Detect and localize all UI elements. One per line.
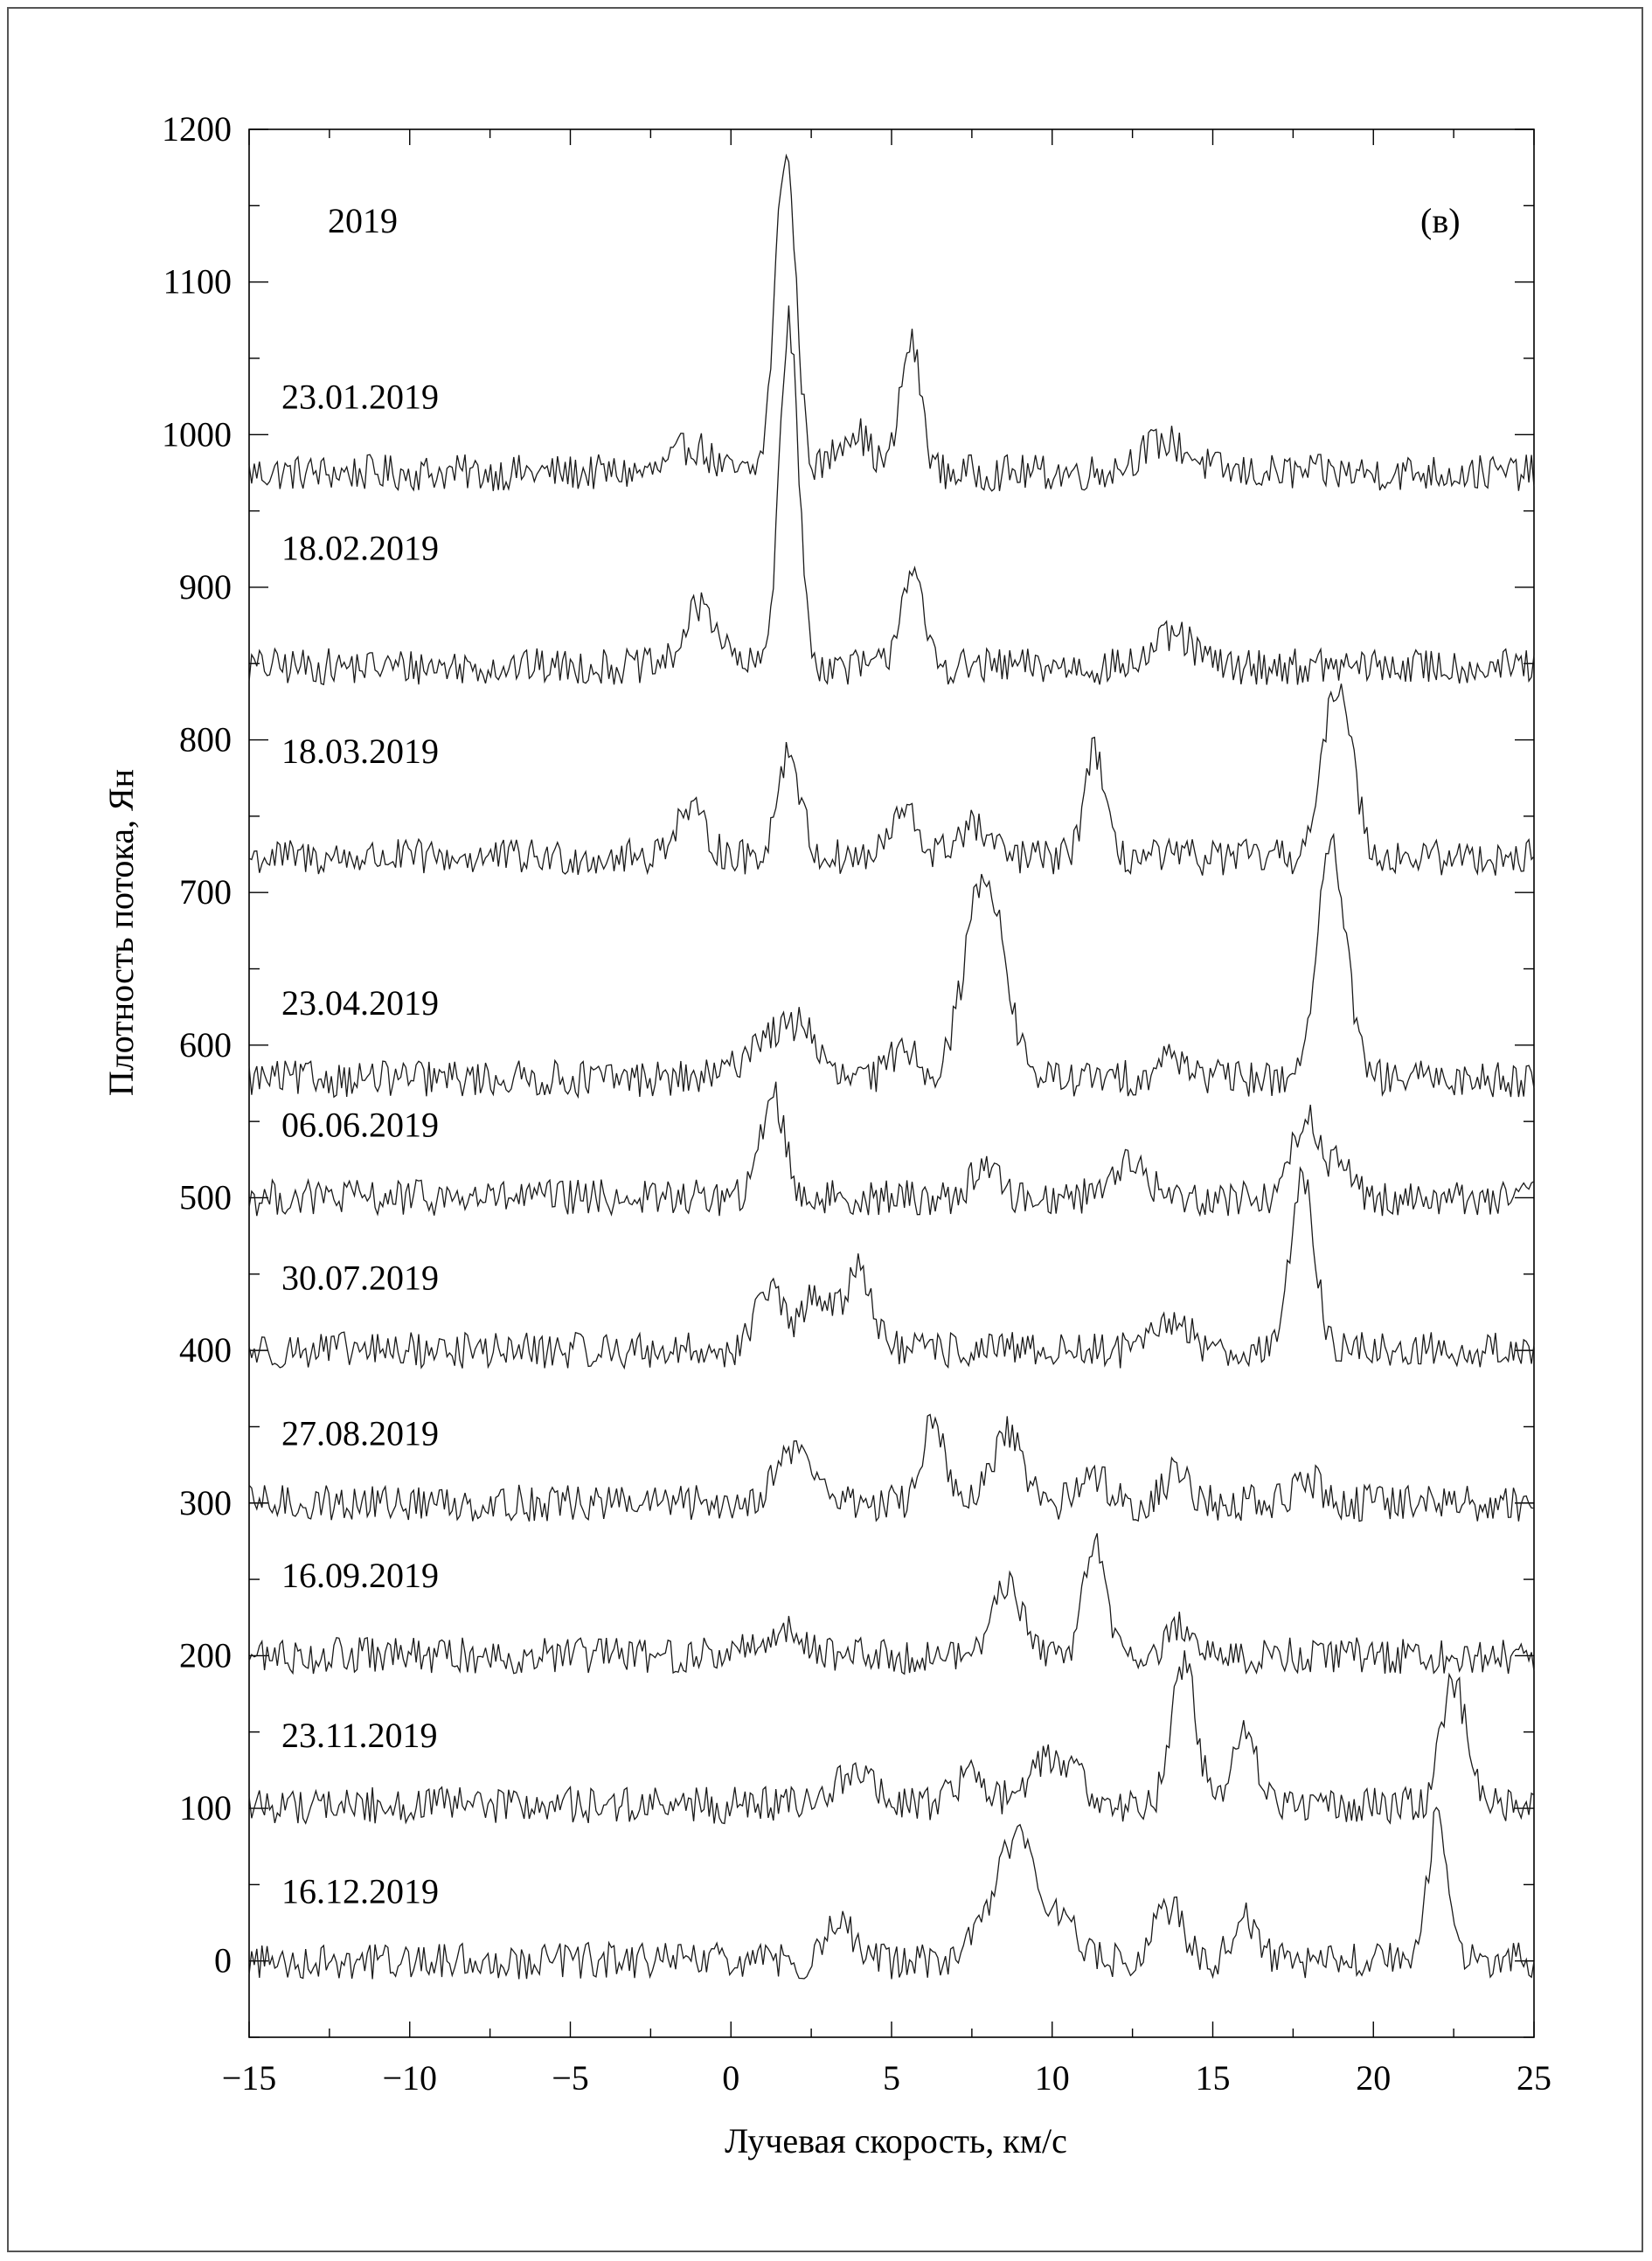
x-tick-label: −5 bbox=[552, 2058, 589, 2098]
y-tick-label: 800 bbox=[179, 720, 232, 759]
year-label: 2019 bbox=[328, 201, 398, 240]
series-line bbox=[248, 832, 1535, 1099]
y-tick-label: 1100 bbox=[163, 262, 232, 302]
x-tick-label: 5 bbox=[883, 2058, 900, 2098]
x-tick-labels: −15 −10 −5 0 5 10 15 20 25 bbox=[222, 2058, 1551, 2098]
y-tick-label: 200 bbox=[179, 1635, 232, 1675]
series-label: 23.04.2019 bbox=[281, 983, 439, 1023]
y-tick-label: 300 bbox=[179, 1483, 232, 1522]
x-tick-label: −15 bbox=[222, 2058, 277, 2098]
series-label: 06.06.2019 bbox=[281, 1106, 439, 1145]
axis-ticks bbox=[248, 128, 1535, 2038]
series-label: 27.08.2019 bbox=[281, 1413, 439, 1453]
y-tick-label: 0 bbox=[214, 1941, 232, 1980]
series-line bbox=[248, 1081, 1535, 1217]
series-line bbox=[248, 683, 1535, 876]
series-labels: 23.01.2019 18.02.2019 18.03.2019 23.04.2019… bbox=[281, 378, 439, 1911]
y-tick-label: 500 bbox=[179, 1177, 232, 1217]
y-tick-label: 900 bbox=[179, 567, 232, 607]
plot-area-border bbox=[248, 128, 1535, 2038]
x-tick-label: 10 bbox=[1035, 2058, 1070, 2098]
x-axis-title: Лучевая скорость, км/с bbox=[725, 2121, 1067, 2160]
x-tick-label: 20 bbox=[1356, 2058, 1391, 2098]
series-line bbox=[248, 1650, 1535, 1825]
y-tick-label: 1000 bbox=[162, 414, 232, 454]
series-line bbox=[248, 305, 1535, 686]
x-tick-label: 15 bbox=[1196, 2058, 1231, 2098]
panel-label: (в) bbox=[1420, 201, 1461, 240]
series-label: 16.09.2019 bbox=[281, 1556, 439, 1595]
series-line bbox=[248, 1413, 1535, 1522]
series-label: 23.11.2019 bbox=[281, 1716, 438, 1755]
series-label: 30.07.2019 bbox=[281, 1258, 439, 1297]
series-lines bbox=[248, 153, 1535, 1980]
x-tick-label: 0 bbox=[722, 2058, 739, 2098]
series-label: 16.12.2019 bbox=[281, 1871, 439, 1911]
series-label: 18.02.2019 bbox=[281, 528, 439, 567]
x-tick-label: −10 bbox=[382, 2058, 437, 2098]
series-label: 23.01.2019 bbox=[281, 378, 439, 417]
y-tick-label: 700 bbox=[179, 872, 232, 912]
y-tick-label: 100 bbox=[179, 1788, 232, 1828]
series-line bbox=[248, 1533, 1535, 1675]
y-tick-label: 400 bbox=[179, 1330, 232, 1370]
y-axis-title: Плотность потока, Ян bbox=[101, 769, 141, 1096]
y-tick-labels: 0 100 200 300 400 500 600 700 800 900 1000 1100 1200 bbox=[162, 109, 232, 1980]
y-tick-label: 1200 bbox=[162, 109, 232, 149]
series-label: 18.03.2019 bbox=[281, 732, 439, 771]
figure-frame bbox=[7, 7, 1643, 2252]
y-tick-label: 600 bbox=[179, 1025, 232, 1065]
series-line bbox=[248, 1806, 1535, 1980]
x-tick-label: 25 bbox=[1517, 2058, 1551, 2098]
series-line bbox=[248, 1166, 1535, 1370]
series-line bbox=[248, 153, 1535, 492]
